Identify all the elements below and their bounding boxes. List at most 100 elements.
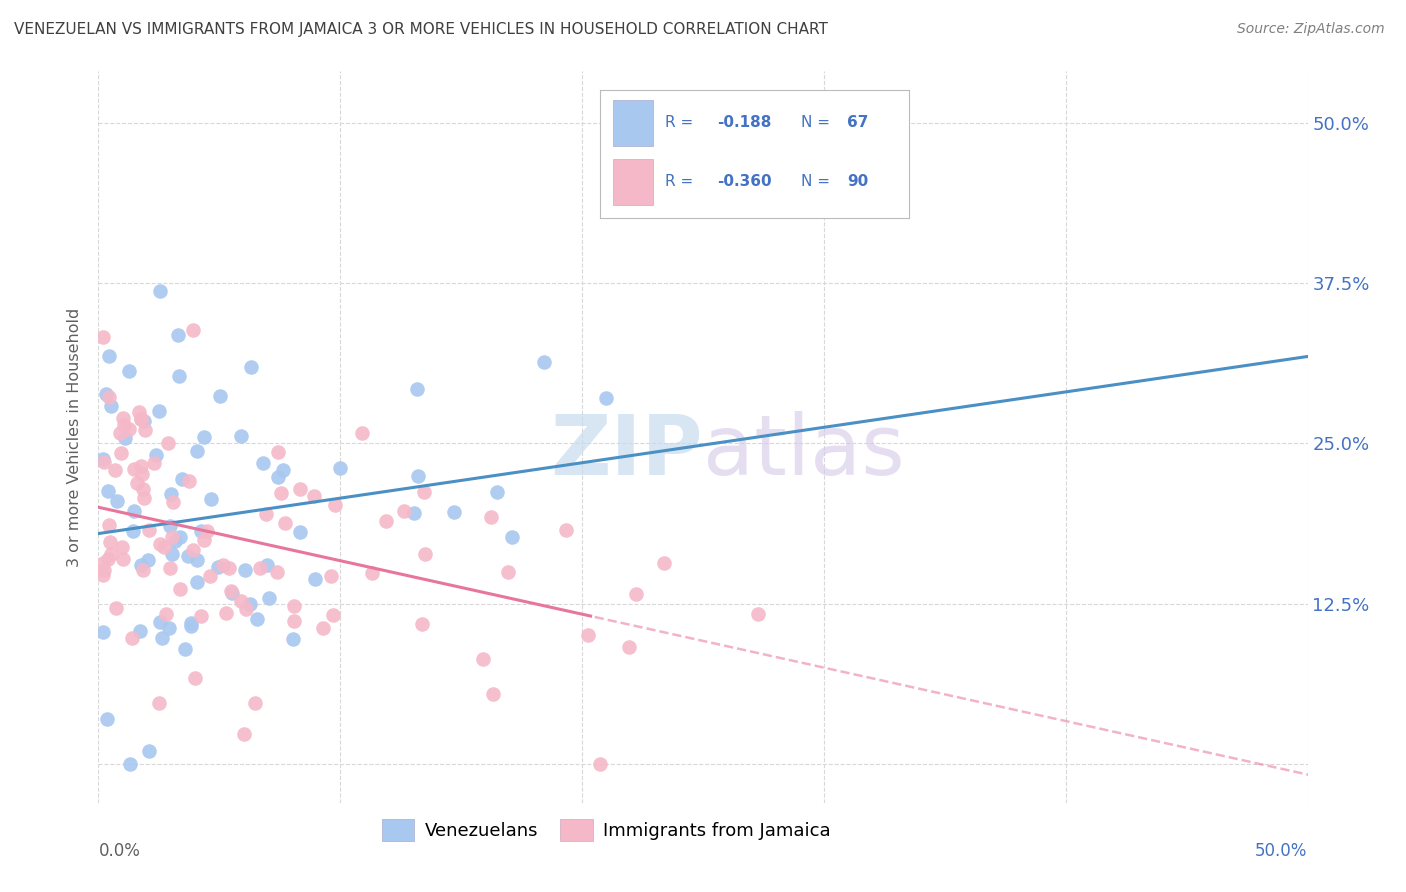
Point [100,547,122,561]
Point [190,609,212,624]
Point [576,627,599,641]
Point [617,640,640,654]
Point [114,431,136,445]
Point [145,448,167,462]
Point [104,463,127,477]
Point [91,451,114,466]
Point [100,399,122,413]
Point [129,624,152,639]
Text: atlas: atlas [703,411,904,492]
Point [111,540,134,554]
Point [177,474,200,488]
Point [134,423,156,437]
Point [91,625,114,640]
Point [169,530,191,544]
Point [110,446,132,460]
Point [235,602,257,616]
Point [266,445,288,459]
Point [121,631,143,645]
Point [97,484,120,499]
Point [319,569,342,583]
Point [125,475,148,490]
Point [486,485,509,500]
Point [207,560,229,574]
Point [91,568,114,582]
Point [190,524,212,538]
Point [120,757,142,772]
Point [165,534,187,549]
Point [555,523,578,537]
Point [402,506,425,520]
Point [322,608,344,623]
Point [138,523,160,537]
Y-axis label: 3 or more Vehicles in Household: 3 or more Vehicles in Household [67,308,83,566]
Text: ZIP: ZIP [551,411,703,492]
Point [501,530,523,544]
Point [98,518,121,533]
Point [233,727,256,741]
Point [267,470,290,484]
Point [149,615,172,630]
Point [148,696,170,710]
Point [212,558,235,573]
Point [375,514,398,528]
Point [288,482,311,496]
Point [259,591,281,605]
Point [143,456,166,470]
Point [283,614,305,628]
Point [122,503,145,517]
Text: 50.0%: 50.0% [1256,842,1308,860]
Point [111,411,134,425]
Point [129,412,152,426]
Point [243,696,266,710]
Point [274,516,297,531]
Point [91,556,114,570]
Point [595,391,617,405]
Point [392,504,415,518]
Point [132,563,155,577]
Point [246,612,269,626]
Point [167,368,190,383]
Point [105,600,128,615]
Point [252,456,274,470]
Point [129,412,152,426]
Point [240,360,263,375]
Point [747,607,769,621]
Point [93,455,115,469]
Point [177,549,200,563]
Point [218,561,240,575]
Point [229,593,252,607]
Point [183,671,205,685]
Text: Source: ZipAtlas.com: Source: ZipAtlas.com [1237,22,1385,37]
Point [96,712,118,726]
Point [413,547,436,561]
Point [193,533,215,548]
Point [209,388,232,402]
Point [281,632,304,646]
Point [329,461,352,475]
Point [131,558,153,572]
Point [200,569,222,583]
Point [173,642,195,657]
Point [288,525,311,540]
Point [406,382,429,396]
Point [270,486,292,500]
Point [533,354,555,368]
Point [360,566,382,580]
Point [91,329,114,343]
Point [266,565,288,579]
Point [136,552,159,566]
Point [128,405,150,419]
Point [148,403,170,417]
Point [112,417,135,432]
Point [304,572,326,586]
Point [150,631,173,645]
Point [471,652,494,666]
Point [129,459,152,474]
Point [186,443,208,458]
Point [180,618,202,632]
Point [195,524,218,538]
Point [118,364,141,378]
Point [219,584,242,599]
Point [283,599,305,613]
